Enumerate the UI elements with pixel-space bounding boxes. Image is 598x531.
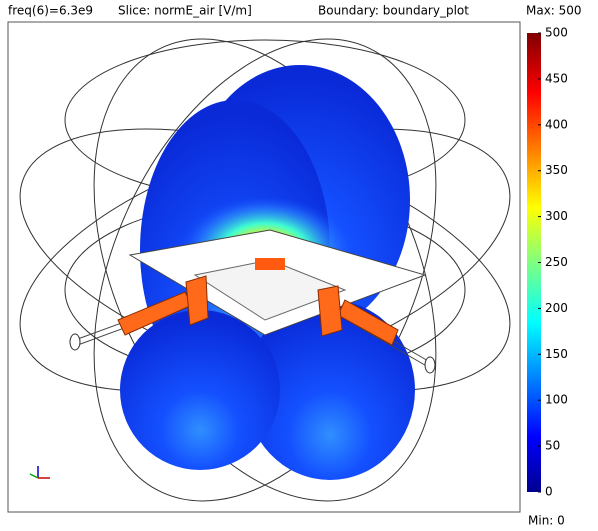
- colorbar-tick-label: 250: [545, 255, 568, 269]
- colorbar-tick-label: 450: [545, 71, 568, 85]
- colorbar-tick-label: 0: [545, 485, 553, 499]
- colorbar-tick-label: 350: [545, 163, 568, 177]
- page: freq(6)=6.3e9 Slice: normE_air [V/m] Bou…: [0, 0, 598, 531]
- slice-label: Slice: normE_air [V/m]: [118, 4, 252, 18]
- colorbar-tick-label: 100: [545, 393, 568, 407]
- colorbar-tick-label: 50: [545, 439, 560, 453]
- colorbar-tick-label: 200: [545, 301, 568, 315]
- plot-window: freq(6)=6.3e9 Slice: normE_air [V/m] Bou…: [0, 0, 598, 531]
- boundary-label: Boundary: boundary_plot: [318, 4, 469, 18]
- colorbar-tick-label: 500: [545, 26, 568, 40]
- freq-label: freq(6)=6.3e9: [8, 4, 93, 18]
- colorbar-tick-label: 150: [545, 347, 568, 361]
- max-label: Max: 500: [526, 4, 582, 18]
- min-label: Min: 0: [528, 514, 565, 528]
- colorbar-tick-label: 400: [545, 117, 568, 131]
- colorbar-tick-label: 300: [545, 209, 568, 223]
